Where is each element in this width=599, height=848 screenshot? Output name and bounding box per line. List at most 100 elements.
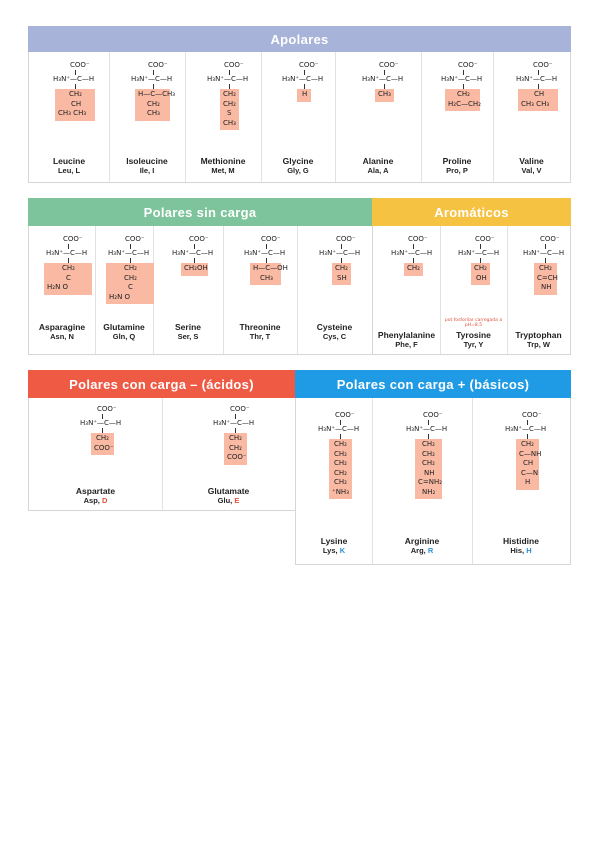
section-header-apolares: Apolares	[28, 26, 571, 52]
bond	[340, 258, 342, 263]
carboxylate-group: COO⁻	[299, 61, 319, 69]
amino-acid-name: Glycine	[282, 156, 314, 166]
r-group-atom: SH	[337, 273, 347, 282]
bond	[303, 70, 305, 75]
amino-acid-cell-proline: COO⁻ H₃N⁺—C—H CH₂ H₂C—CH₂ Proline Pro, P	[421, 52, 494, 182]
bond	[67, 244, 69, 249]
amino-acid-name: Methionine	[200, 156, 246, 166]
r-group-atom: CH₂	[521, 440, 534, 448]
carboxylate-group: COO⁻	[408, 235, 428, 243]
carboxylate-group: COO⁻	[230, 405, 250, 413]
bond	[340, 244, 342, 249]
carboxylate-group: COO⁻	[475, 235, 495, 243]
bond	[101, 414, 103, 419]
amino-acid-abbreviation: Met, M	[211, 166, 235, 175]
bond	[228, 84, 230, 89]
r-group-atom: CH₂	[229, 434, 242, 442]
amino-group: H₃N⁺—C—H	[53, 75, 95, 83]
bond	[152, 84, 154, 89]
amino-group: H₃N⁺—C—H	[213, 419, 255, 427]
r-group-atom: CH₂	[124, 273, 137, 282]
r-group-atom: CH₃	[378, 90, 391, 98]
section-header-polares-sin-carga: Polares sin carga	[28, 198, 372, 226]
r-group-atom: CH₂	[69, 90, 82, 98]
r-group-atom: CH	[523, 459, 534, 467]
amino-acid-abbreviation: Tyr, Y	[463, 340, 484, 349]
bond	[537, 70, 539, 75]
carboxylate-group: COO⁻	[125, 235, 145, 243]
r-group-atom: CH₃	[147, 109, 160, 117]
r-group-highlight	[44, 263, 92, 295]
amino-acid-name: Cysteine	[316, 322, 353, 332]
r-group-atom: CH₃ CH₃	[521, 99, 550, 108]
section-header-basicos: Polares con carga + (básicos)	[295, 370, 571, 398]
r-group-atom: NH	[424, 468, 435, 477]
bond	[67, 258, 69, 263]
r-group-atom: CH	[71, 99, 82, 108]
amino-acid-abbreviation: Asn, N	[50, 332, 74, 341]
carboxylate-group: COO⁻	[533, 61, 553, 69]
amino-acid-abbreviation: Pro, P	[446, 166, 468, 175]
amino-acid-name: Aspartate	[75, 486, 116, 496]
r-group-atom: CH₂	[407, 264, 420, 272]
acidos-panel: COO⁻ H₃N⁺—C—H CH₂ COO⁻ Aspartate Asp, D COO⁻ H₃…	[28, 398, 296, 511]
amino-acid-name: Threonine	[239, 322, 281, 332]
amino-group: H₃N⁺—C—H	[80, 419, 122, 427]
r-group-highlight	[516, 439, 539, 490]
bond	[74, 70, 76, 75]
amino-acid-cell-tyrosine: COO⁻ H₃N⁺—C—H CH₂ OH pot fosforilar carregad…	[440, 226, 508, 354]
bond	[193, 244, 195, 249]
amino-acid-name: Serine	[175, 322, 201, 332]
r-group-atom: CH₂	[334, 459, 347, 467]
bond	[462, 84, 464, 89]
r-group-atom: CH₂	[96, 434, 109, 442]
r-group-atom: CH₂	[422, 459, 435, 467]
bond	[544, 244, 546, 249]
amino-acid-name: Glutamate	[207, 486, 250, 496]
amino-acid-name: Arginine	[404, 536, 440, 546]
amino-group: H₃N⁺—C—H	[391, 249, 433, 257]
r-group-atom: NH₂	[422, 487, 436, 496]
section-header-acidos: Polares con carga – (ácidos)	[28, 370, 295, 398]
bond	[462, 70, 464, 75]
r-group-atom: CH₂	[229, 443, 242, 452]
amino-acid-cell-methionine: COO⁻ H₃N⁺—C—H CH₂ CH₂ S CH₃ Methionine Met, M	[185, 52, 262, 182]
bond	[383, 70, 385, 75]
r-group-atom: CH₂	[422, 449, 435, 458]
bond	[303, 84, 305, 89]
carboxylate-group: COO⁻	[335, 411, 355, 419]
bond	[265, 244, 267, 249]
r-group-atom: H—C—OH	[253, 264, 288, 272]
r-group-atom: S	[227, 109, 232, 117]
r-group-atom: H	[302, 90, 308, 98]
r-group-atom: NH	[541, 283, 552, 291]
r-group-highlight	[220, 89, 239, 130]
section-header-aromaticos: Aromáticos	[372, 198, 571, 226]
amino-acid-cell-threonine: COO⁻ H₃N⁺—C—H H—C—OH CH₃ Threonine Thr, T	[223, 226, 298, 354]
amino-acid-cell-valine: COO⁻ H₃N⁺—C—H CH CH₃ CH₃ Valine Val, V	[493, 52, 570, 182]
bond	[526, 420, 528, 425]
amino-group: H₃N⁺—C—H	[516, 75, 558, 83]
amino-acid-abbreviation: Arg, R	[410, 546, 434, 555]
r-group-highlight	[181, 263, 208, 276]
amino-acid-name: Asparagine	[38, 322, 86, 332]
amino-acid-cell-aspartate: COO⁻ H₃N⁺—C—H CH₂ COO⁻ Aspartate Asp, D	[29, 398, 163, 510]
r-group-atom: CH₂	[124, 264, 137, 272]
amino-group: H₃N⁺—C—H	[441, 75, 483, 83]
amino-acid-abbreviation: Thr, T	[249, 332, 271, 341]
r-group-highlight	[534, 263, 557, 295]
r-group-atom: CH₂	[223, 90, 236, 98]
amino-group: H₃N⁺—C—H	[505, 425, 547, 433]
bond	[383, 84, 385, 89]
r-group-highlight	[106, 263, 154, 304]
carboxylate-group: COO⁻	[189, 235, 209, 243]
bond	[479, 244, 481, 249]
r-group-atom: C	[66, 273, 71, 282]
amino-acid-abbreviation: Gly, G	[287, 166, 309, 175]
bond	[234, 428, 236, 433]
r-group-atom: H₂N O	[109, 292, 131, 301]
r-group-highlight	[404, 263, 423, 276]
r-group-atom: C=NH₂	[418, 478, 443, 486]
carboxylate-group: COO⁻	[379, 61, 399, 69]
amino-group: H₃N⁺—C—H	[406, 425, 448, 433]
